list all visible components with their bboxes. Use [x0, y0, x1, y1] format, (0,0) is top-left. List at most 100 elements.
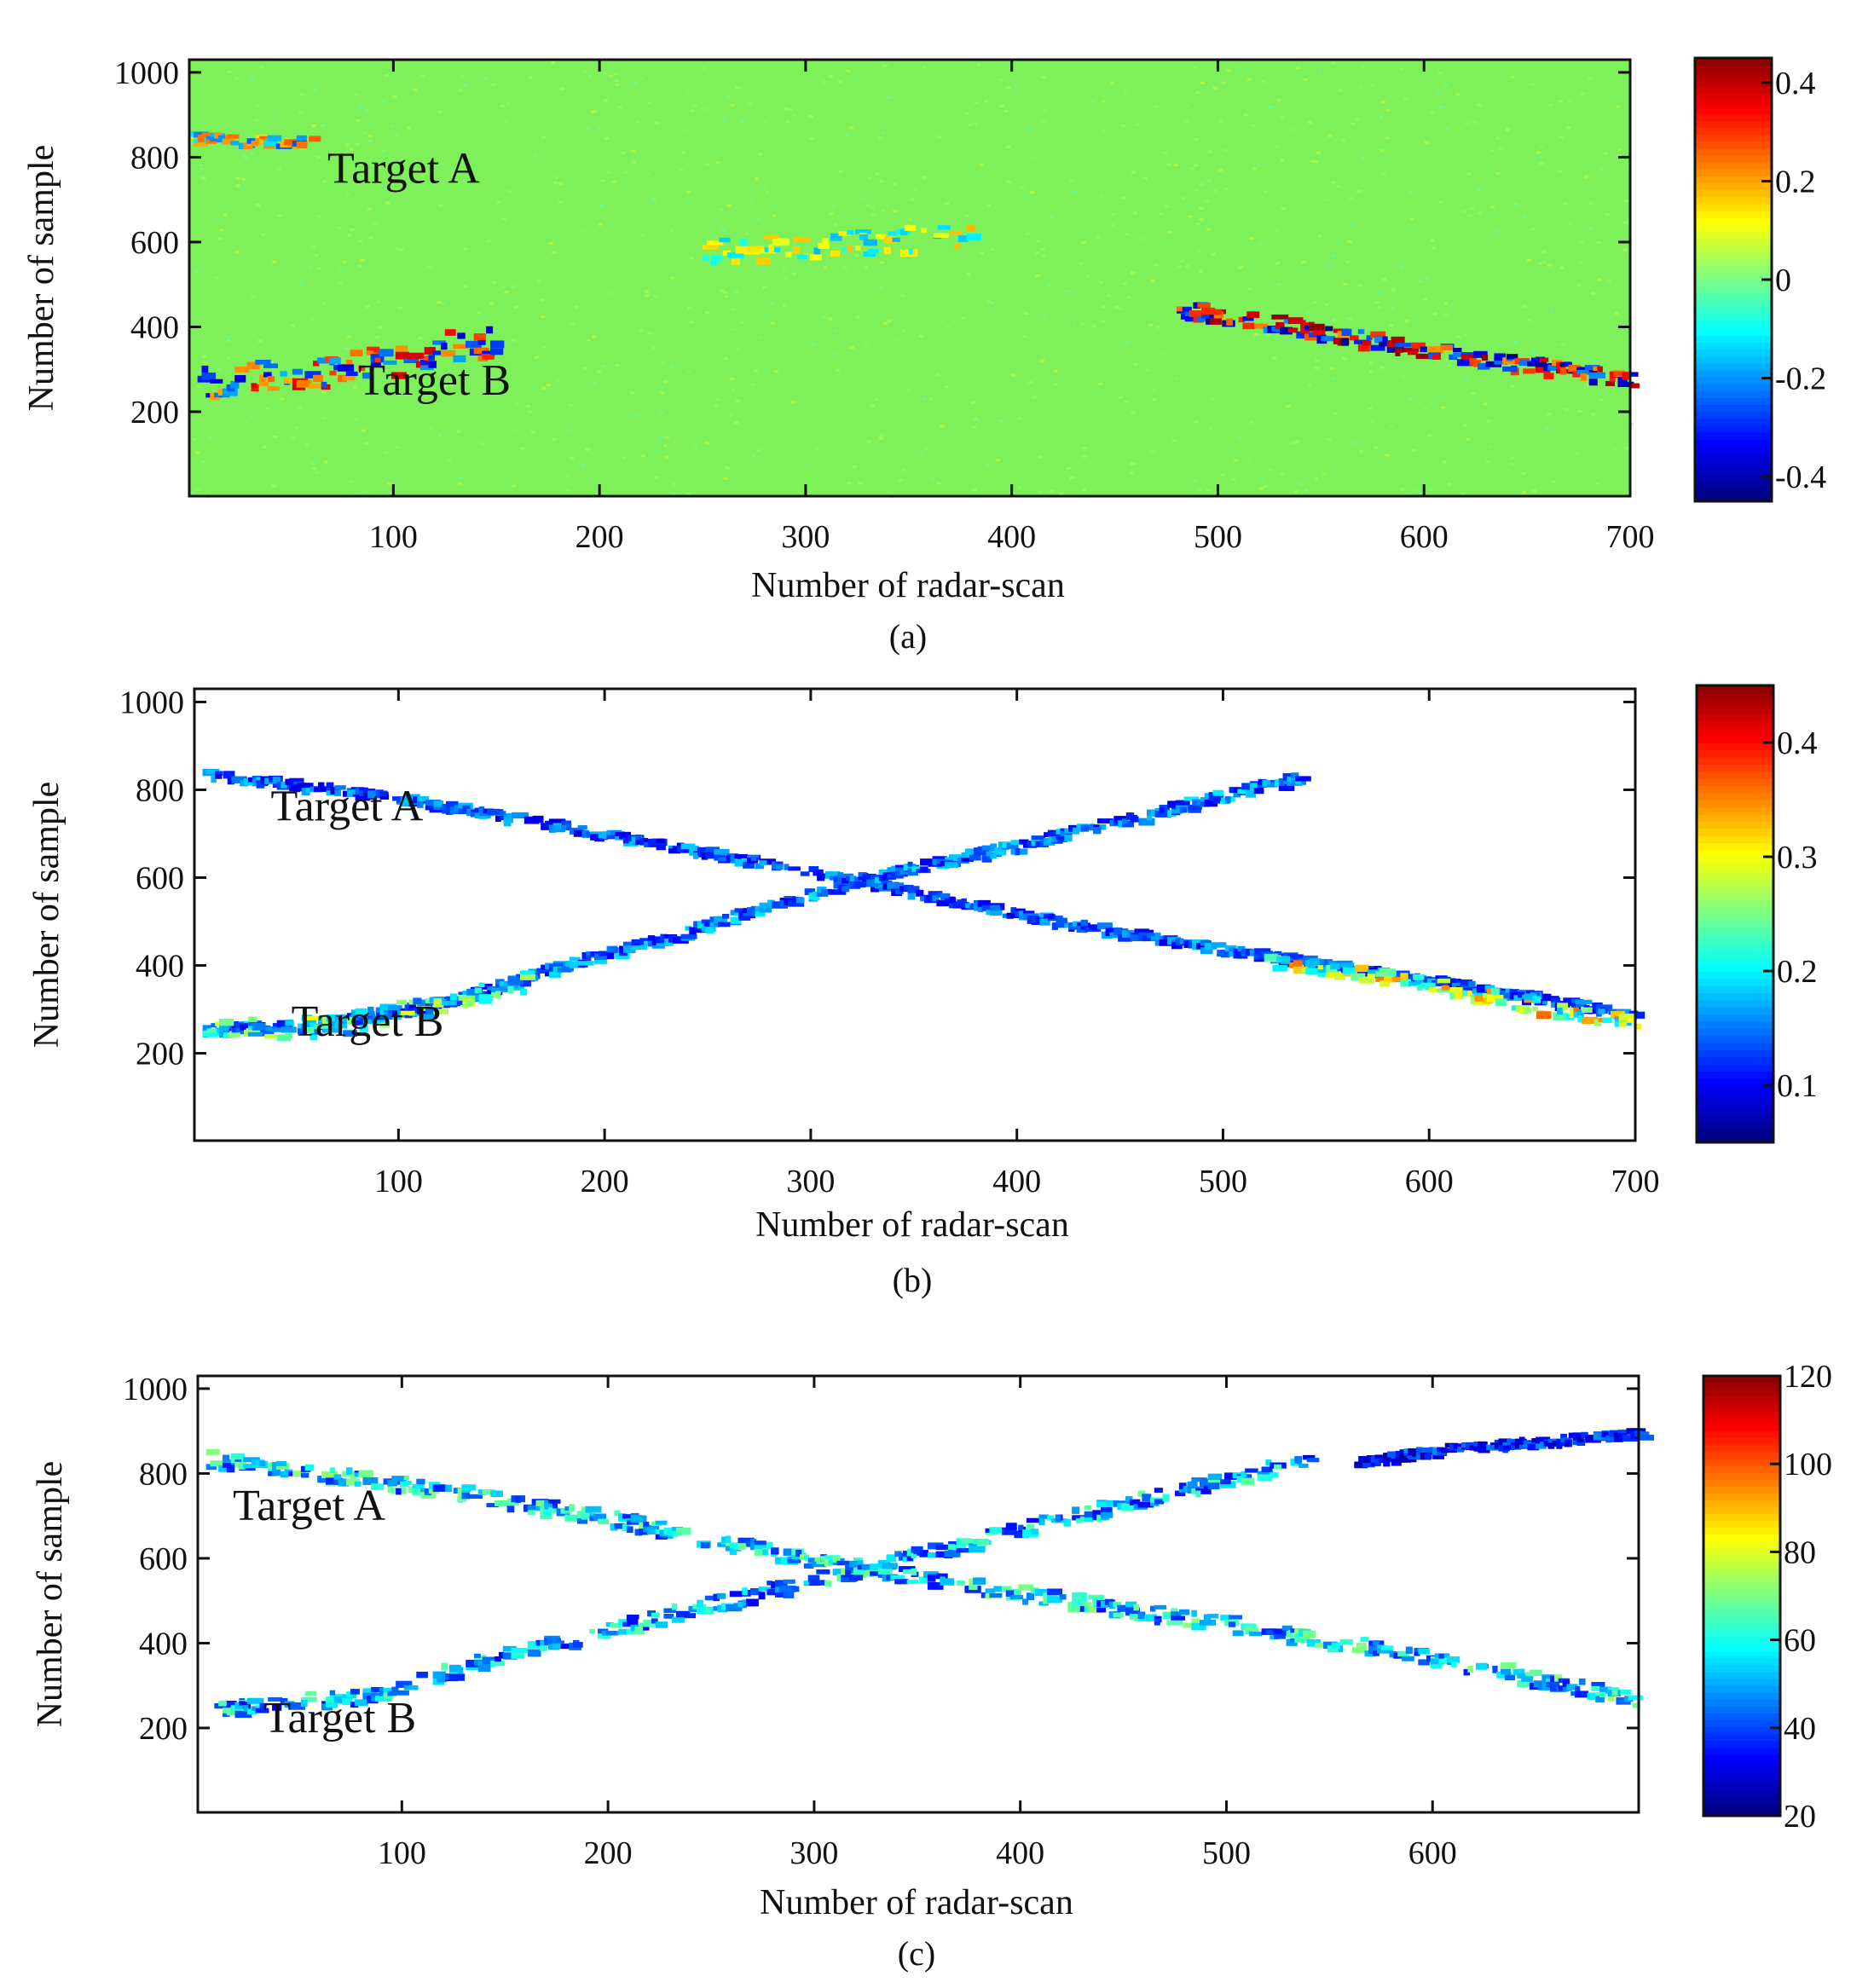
heatmap-texture-a: [375, 336, 380, 339]
heatmap-mark-c: [362, 1688, 378, 1696]
heatmap-mark-c: [622, 1514, 632, 1519]
heatmap-mark-a: [1428, 346, 1443, 355]
colorbar-segment-b: [1697, 1092, 1773, 1101]
heatmap-c: [198, 1376, 1655, 1812]
heatmap-texture-a: [1272, 356, 1277, 360]
heatmap-texture-a: [1317, 69, 1322, 72]
heatmap-texture-a: [234, 250, 240, 253]
heatmap-mark-b: [215, 1027, 228, 1035]
heatmap-mark-b: [1015, 847, 1021, 856]
heatmap-mark-c: [1274, 1464, 1281, 1470]
heatmap-texture-a: [347, 234, 352, 237]
heatmap-mark-b: [866, 879, 879, 887]
colorbar-segment-a: [1695, 65, 1772, 73]
heatmap-mark-c: [396, 1488, 402, 1495]
heatmap-mark-c: [778, 1585, 796, 1592]
heatmap-mark-b: [759, 902, 772, 909]
heatmap-texture-a: [864, 341, 869, 344]
colorbar-tick-label-a: 0.2: [1775, 164, 1816, 199]
heatmap-mark-c: [239, 1462, 246, 1470]
heatmap-texture-a: [1382, 278, 1387, 281]
heatmap-texture-a: [458, 477, 463, 480]
heatmap-mark-b: [445, 800, 459, 807]
heatmap-mark-a: [473, 347, 489, 355]
heatmap-texture-a: [1401, 376, 1406, 379]
heatmap-mark-b: [689, 927, 697, 935]
heatmap-texture-a: [1218, 119, 1223, 123]
heatmap-texture-a: [1316, 151, 1321, 154]
heatmap-mark-c: [824, 1555, 841, 1560]
heatmap-texture-a: [858, 482, 863, 485]
heatmap-texture-a: [705, 163, 710, 166]
heatmap-mark-b: [425, 1007, 439, 1015]
heatmap-mark-b: [647, 935, 656, 941]
heatmap-mark-b: [379, 1022, 390, 1028]
heatmap-mark-a: [263, 363, 279, 368]
heatmap-mark-a: [1197, 315, 1207, 322]
heatmap-texture-a: [227, 70, 232, 73]
heatmap-texture-a: [871, 213, 876, 217]
heatmap-texture-a: [321, 124, 326, 128]
colorbar-segment-a: [1695, 161, 1772, 170]
heatmap-mark-a: [432, 350, 448, 355]
heatmap-texture-a: [749, 199, 755, 202]
heatmap-mark-b: [326, 1014, 340, 1022]
heatmap-texture-a: [686, 370, 691, 373]
heatmap-mark-c: [845, 1564, 856, 1571]
heatmap-mark-c: [1420, 1447, 1429, 1453]
heatmap-texture-a: [1622, 248, 1628, 251]
heatmap-texture-a: [1539, 144, 1544, 147]
heatmap-mark-a: [1246, 311, 1260, 318]
heatmap-mark-c: [403, 1475, 410, 1480]
heatmap-texture-a: [849, 346, 854, 350]
heatmap-texture-a: [1067, 290, 1073, 293]
heatmap-texture-a: [1006, 145, 1011, 148]
heatmap-texture-a: [541, 345, 547, 349]
heatmap-mark-a: [395, 345, 408, 352]
heatmap-mark-b: [1175, 938, 1184, 945]
heatmap-texture-a: [1342, 356, 1347, 360]
heatmap-mark-c: [948, 1544, 956, 1552]
colorbar-segment-a: [1695, 314, 1772, 322]
heatmap-texture-a: [773, 370, 778, 373]
heatmap-mark-a: [296, 135, 307, 142]
heatmap-mark-b: [1635, 1023, 1642, 1030]
heatmap-mark-a: [1432, 353, 1441, 360]
colorbar-segment-b: [1697, 956, 1773, 965]
heatmap-mark-b: [1051, 922, 1058, 930]
colorbar-tick-label-b: 0.3: [1777, 840, 1818, 876]
heatmap-mark-c: [598, 1518, 610, 1524]
heatmap-mark-b: [907, 861, 913, 867]
heatmap-texture-a: [407, 126, 412, 130]
heatmap-mark-c: [300, 1472, 309, 1478]
heatmap-texture-a: [972, 488, 977, 492]
heatmap-texture-a: [1343, 283, 1348, 286]
heatmap-mark-b: [359, 1025, 368, 1032]
heatmap-texture-a: [1495, 171, 1501, 175]
heatmap-mark-c: [1100, 1511, 1113, 1518]
heatmap-texture-a: [765, 190, 770, 194]
heatmap-mark-c: [1438, 1653, 1444, 1661]
heatmap-mark-b: [680, 843, 696, 850]
heatmap-mark-c: [783, 1548, 799, 1556]
colorbar-segment-b: [1697, 1020, 1773, 1029]
heatmap-mark-c: [477, 1664, 491, 1672]
heatmap-mark-c: [502, 1652, 518, 1660]
heatmap-texture-a: [1355, 117, 1360, 120]
heatmap-mark-a: [1588, 379, 1598, 386]
heatmap-texture-a: [1489, 444, 1494, 448]
heatmap-mark-b: [1602, 1017, 1612, 1024]
heatmap-texture-a: [961, 316, 966, 320]
heatmap-texture-a: [399, 248, 404, 251]
heatmap-mark-b: [305, 1018, 316, 1026]
heatmap-mark-c: [448, 1669, 464, 1676]
heatmap-mark-b: [1367, 969, 1381, 978]
heatmap-texture-a: [1513, 340, 1518, 344]
heatmap-mark-c: [1552, 1440, 1560, 1447]
heatmap-mark-c: [527, 1505, 544, 1511]
heatmap-mark-b: [644, 841, 650, 847]
heatmap-texture-a: [1086, 275, 1091, 278]
heatmap-texture-a: [986, 204, 992, 207]
heatmap-mark-a: [383, 360, 397, 365]
heatmap-mark-c: [205, 1448, 220, 1455]
